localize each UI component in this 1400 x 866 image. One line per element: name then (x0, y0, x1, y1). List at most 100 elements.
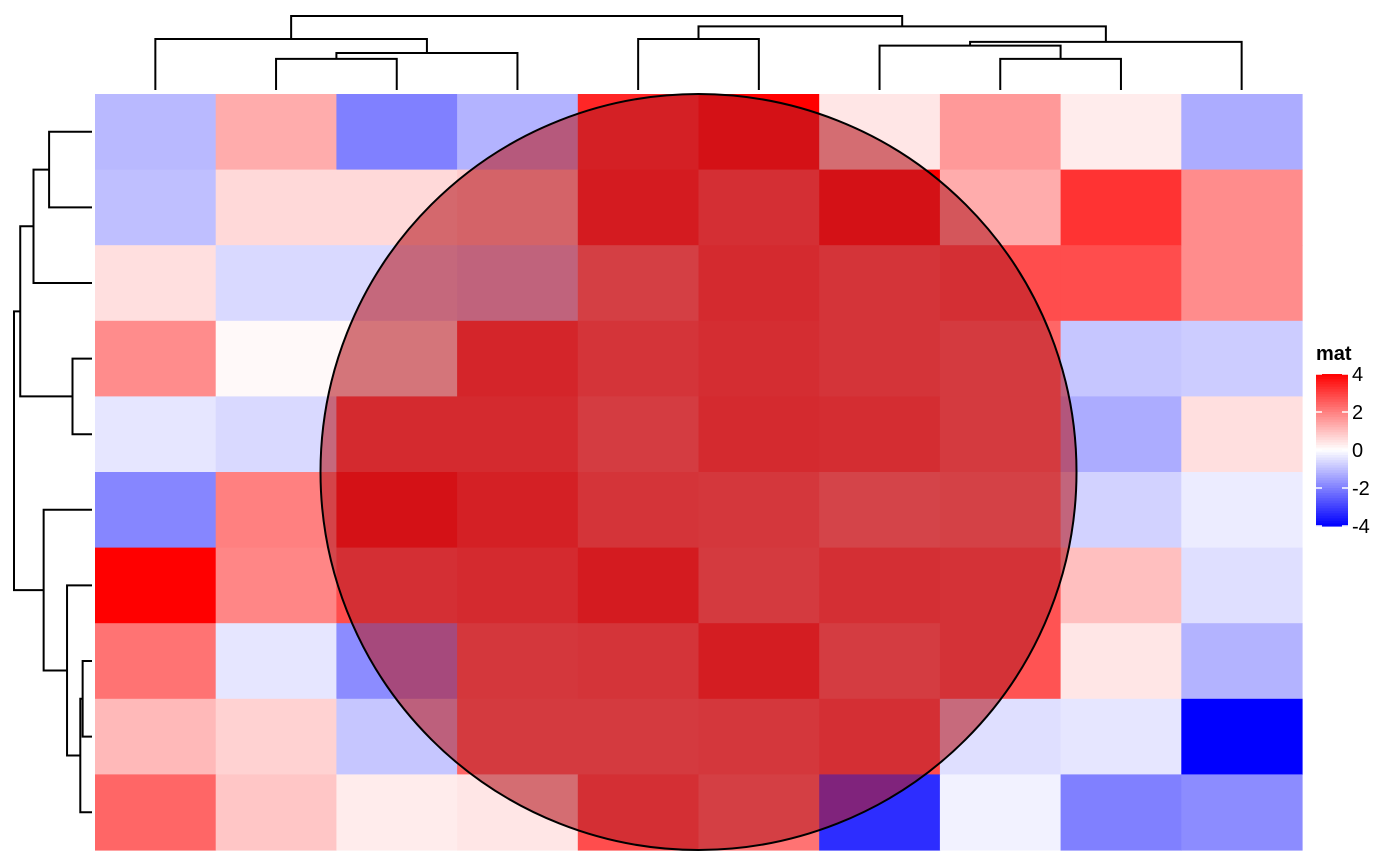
legend-gradient-segment (1316, 493, 1348, 497)
heatmap-cell-r1-c2 (215, 94, 337, 171)
legend-gradient-segment (1316, 422, 1348, 426)
legend-gradient-segment (1316, 485, 1348, 489)
legend-gradient-segment (1316, 500, 1348, 504)
heatmap-cell-r9-c2 (215, 698, 337, 775)
row-dendrogram-branch-9 (13, 310, 44, 592)
legend-gradient-segment (1316, 396, 1348, 400)
heatmap-cell-r7-c2 (215, 547, 337, 624)
heatmap-cell-r10-c10 (1181, 774, 1303, 851)
color-legend: mat 4 2 0 -2 -4 (1316, 343, 1370, 538)
heatmap-cell-r6-c1 (95, 472, 217, 549)
heatmap-cell-r6-c2 (215, 472, 337, 549)
legend-gradient-segment (1316, 480, 1348, 484)
legend-gradient-segment (1316, 376, 1348, 380)
heatmap-cell-r10-c3 (336, 774, 458, 851)
row-dendrogram (13, 130, 92, 814)
heatmap-cell-r10-c1 (95, 774, 217, 851)
legend-gradient-segment (1316, 409, 1348, 413)
legend-tick-label: -4 (1352, 516, 1370, 538)
legend-gradient-segment (1316, 510, 1348, 514)
legend-gradient-segment (1316, 414, 1348, 418)
legend-gradient-segment (1316, 434, 1348, 438)
legend-gradient-segment (1316, 406, 1348, 411)
legend-tick-label: 0 (1352, 440, 1363, 462)
legend-gradient-segment (1316, 462, 1348, 466)
heatmap-cell-r4-c10 (1181, 320, 1303, 397)
legend-gradient-segment (1316, 450, 1348, 454)
heatmap-cell-r3-c1 (95, 245, 217, 322)
legend-gradient-segment (1316, 513, 1348, 517)
legend-gradient-segment (1316, 384, 1348, 388)
legend-gradient-segment (1316, 490, 1348, 494)
heatmap-cell-r5-c2 (215, 396, 337, 473)
col-dendrogram-branch-1 (275, 57, 398, 90)
legend-gradient-segment (1316, 495, 1348, 499)
legend-gradient-segment (1316, 391, 1348, 395)
legend-gradient-segment (1316, 457, 1348, 461)
row-dendrogram-branch-4 (19, 225, 73, 398)
legend-gradient-segment (1316, 417, 1348, 421)
heatmap-cell-r2-c10 (1181, 169, 1303, 246)
col-dendrogram-branch-7 (637, 37, 760, 90)
legend-gradient-segment (1316, 439, 1348, 443)
col-dendrogram-branch-9 (290, 15, 904, 39)
heatmap-cell-r6-c10 (1181, 472, 1303, 549)
col-dendrogram-branch-6 (969, 40, 1243, 90)
legend-gradient-segment (1316, 482, 1348, 487)
row-dendrogram-branch-1 (48, 130, 92, 209)
legend-gradient-segment (1316, 470, 1348, 474)
legend-gradient-segment (1316, 379, 1348, 383)
legend-gradient-segment (1316, 488, 1348, 492)
row-dendrogram-branch-3 (32, 168, 92, 284)
heatmap-cell-r3-c2 (215, 245, 337, 322)
heatmap-cell-r9-c9 (1060, 698, 1182, 775)
legend-gradient-segment (1316, 404, 1348, 408)
legend-gradient-segment (1316, 475, 1348, 479)
legend-gradient-segment (1316, 503, 1348, 507)
heatmap-cell-r7-c9 (1060, 547, 1182, 624)
heatmap-cell-r5-c10 (1181, 396, 1303, 473)
legend-gradient-segment (1316, 467, 1348, 471)
heatmap-cell-r2-c9 (1060, 169, 1182, 246)
heatmap-cell-r2-c2 (215, 169, 337, 246)
heatmap-cell-r4-c2 (215, 320, 337, 397)
legend-gradient-segment (1316, 518, 1348, 522)
heatmap-cell-r10-c8 (939, 774, 1062, 851)
heatmap-cell-r8-c1 (95, 623, 217, 700)
heatmap-cell-r1-c9 (1060, 94, 1182, 171)
legend-gradient-segment (1316, 419, 1348, 423)
heatmap-cell-r10-c2 (215, 774, 337, 851)
legend-gradient-segment (1316, 515, 1348, 519)
legend-gradient-segment (1316, 381, 1348, 385)
heatmap-cell-r3-c9 (1060, 245, 1182, 322)
col-dendrogram-branch-4 (999, 57, 1122, 90)
legend-gradient-segment (1316, 386, 1348, 390)
legend-tick-label: -2 (1352, 478, 1370, 500)
col-dendrogram-branch-5 (878, 44, 1062, 90)
heatmap-cell-r9-c10 (1181, 698, 1303, 775)
heatmap-cell-r10-c9 (1060, 774, 1182, 851)
legend-gradient-segment (1316, 444, 1348, 449)
legend-gradient-segment (1316, 389, 1348, 393)
legend-gradient-segment (1316, 523, 1348, 527)
circle-overlay-group (319, 93, 1078, 851)
heatmap-cell-r5-c9 (1060, 396, 1182, 473)
legend-gradient-segment (1316, 472, 1348, 476)
legend-gradient-segment (1316, 401, 1348, 405)
circle-overlay (319, 93, 1078, 851)
legend-gradient-segment (1316, 432, 1348, 436)
row-dendrogram-branch-5 (81, 660, 92, 738)
heatmap-cell-r4-c9 (1060, 320, 1182, 397)
heatmap-cell-r1-c8 (939, 94, 1062, 171)
legend-gradient-segment (1316, 374, 1348, 378)
legend-ticks: 4 2 0 -2 -4 (1316, 364, 1370, 538)
legend-gradient-segment (1316, 412, 1348, 416)
legend-title: mat (1316, 343, 1352, 365)
heatmap-cell-r5-c1 (95, 396, 217, 473)
legend-tick-label: 2 (1352, 402, 1363, 424)
heatmap-cell-r6-c9 (1060, 472, 1182, 549)
legend-gradient-segment (1316, 498, 1348, 502)
legend-gradient-segment (1316, 508, 1348, 512)
legend-gradient-segment (1316, 477, 1348, 481)
